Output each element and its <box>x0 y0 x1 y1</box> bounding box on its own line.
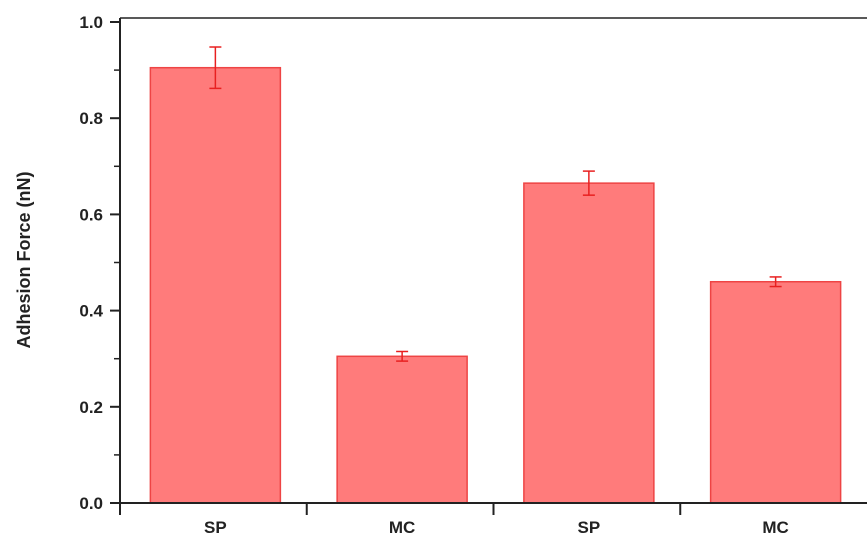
y-axis-title: Adhesion Force (nN) <box>14 171 34 348</box>
bar-3 <box>523 182 655 504</box>
x-tick-label: SP <box>578 518 601 537</box>
y-ticks: 0.0 0.2 0.4 0.6 0.8 1.0 <box>79 13 120 513</box>
error-bar-2 <box>396 350 409 362</box>
bar-1 <box>149 66 282 504</box>
error-bar-3 <box>582 170 595 196</box>
x-tick-label: SP <box>204 518 227 537</box>
y-tick-label: 1.0 <box>79 13 103 32</box>
y-tick-label: 0.0 <box>79 494 103 513</box>
error-bars <box>209 46 782 362</box>
error-bar-1 <box>209 46 222 90</box>
bar-2 <box>336 355 468 504</box>
bar-4 <box>709 280 842 504</box>
error-bar-4 <box>769 276 782 288</box>
y-tick-label: 0.4 <box>79 302 103 321</box>
y-tick-label: 0.2 <box>79 398 103 417</box>
bars <box>149 66 842 504</box>
x-ticks: SP MC SP MC <box>119 503 789 537</box>
x-tick-label: MC <box>762 518 788 537</box>
y-tick-label: 0.8 <box>79 109 103 128</box>
x-tick-label: MC <box>389 518 415 537</box>
y-tick-label: 0.6 <box>79 205 103 224</box>
